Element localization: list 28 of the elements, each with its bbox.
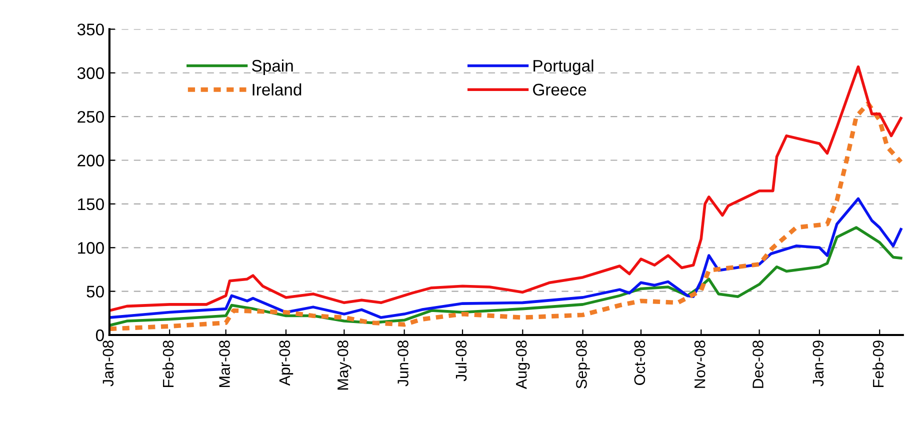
x-tick-label: Jul-08 [455,340,467,382]
line-series [109,197,902,319]
line-series [109,101,903,332]
y-tick-label: 200 [78,154,104,166]
x-tick-label: Apr-08 [279,340,294,386]
x-tick-label: Jan-09 [812,340,824,386]
y-tick-label: 150 [78,198,104,210]
x-tick-label: Jun-08 [398,340,408,386]
y-tick-label: 100 [78,242,104,254]
y-tick-label: 0 [96,329,104,342]
legend-label: Ireland [252,83,302,96]
x-tick-label: Feb-09 [872,340,884,388]
x-tick-label: Aug-08 [516,340,530,390]
x-tick-label: Mar-08 [219,340,230,388]
x-tick-label: Feb-08 [162,340,174,388]
legend-label: Greece [533,84,586,96]
x-tick-label: Jan-08 [102,340,114,386]
y-tick-label: 50 [86,286,104,298]
x-tick-label: Nov-08 [694,340,706,388]
legend-label: Spain [252,59,293,76]
x-tick-label: Oct-08 [634,340,646,385]
y-tick-label: 300 [77,67,104,80]
x-tick-label: Sep-08 [576,340,590,388]
x-tick-label: Dec-08 [752,340,764,388]
x-tick-label: May-08 [337,340,352,390]
legend-label: Portugal [534,59,594,76]
y-tick-label: 250 [78,110,104,123]
y-tick-label: 350 [77,24,104,36]
